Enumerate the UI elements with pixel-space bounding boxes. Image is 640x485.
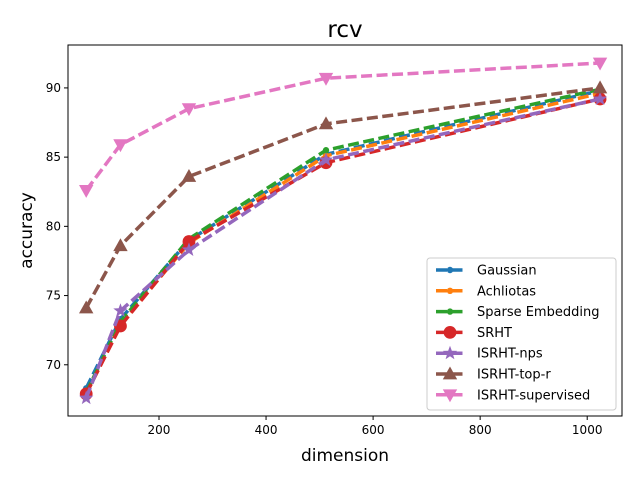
legend-entry-sparse-embedding: Sparse Embedding <box>436 305 599 320</box>
legend-entry-isrht-top-r: ISRHT-top-r <box>436 366 551 383</box>
legend-label-gaussian: Gaussian <box>477 264 537 279</box>
y-tick-label: 70 <box>46 358 61 372</box>
data-point-srht <box>182 235 196 248</box>
series-isrht-nps <box>79 91 608 405</box>
x-tick-label: 1000 <box>572 423 603 437</box>
legend: Gaussian Achliotas Sparse Embedding SRHT ISR… <box>426 257 617 411</box>
data-point-isrht-supervised <box>113 139 128 153</box>
legend-label-achliotas: Achliotas <box>477 284 536 299</box>
data-point-isrht-supervised <box>318 72 334 86</box>
y-axis-label: accuracy <box>17 192 37 269</box>
data-point-isrht-nps <box>113 303 128 317</box>
plot-lines <box>78 57 608 405</box>
y-tick-label: 75 <box>46 289 61 303</box>
data-point-sparse-embedding <box>322 147 330 154</box>
plot-frame <box>67 44 623 417</box>
legend-entry-isrht-nps: ISRHT-nps <box>436 345 543 362</box>
series-isrht-top-r <box>78 80 608 314</box>
legend-marker-isrht-supervised <box>442 389 458 403</box>
data-point-isrht-top-r <box>318 116 334 130</box>
data-point-isrht-top-r <box>181 169 197 182</box>
legend-box <box>426 257 617 411</box>
x-tick-label: 200 <box>148 423 171 437</box>
legend-marker-isrht-top-r <box>442 366 458 380</box>
chart-title: rcv <box>327 17 362 43</box>
data-point-isrht-nps <box>592 91 608 106</box>
data-point-isrht-top-r <box>592 80 608 94</box>
legend-marker-sparse-embedding <box>446 308 454 315</box>
legend-label-srht: SRHT <box>477 326 512 341</box>
y-tick-label: 80 <box>46 219 61 233</box>
legend-label-sparse-embedding: Sparse Embedding <box>477 305 599 320</box>
legend-entry-gaussian: Gaussian <box>436 264 537 279</box>
series-line-isrht-top-r <box>84 86 601 309</box>
data-point-isrht-supervised <box>592 57 608 71</box>
y-axis: 70 75 80 85 90 <box>46 81 68 372</box>
y-tick-label: 90 <box>46 81 61 95</box>
legend-entry-isrht-supervised: ISRHT-supervised <box>436 388 590 403</box>
legend-label-isrht-top-r: ISRHT-top-r <box>477 368 551 383</box>
legend-marker-isrht-nps <box>442 345 458 360</box>
data-point-isrht-nps <box>181 242 197 256</box>
series-line-isrht-nps <box>84 97 601 399</box>
x-tick-label: 600 <box>362 423 385 437</box>
series-line-srht <box>84 97 601 395</box>
x-tick-label: 800 <box>469 423 492 437</box>
legend-marker-gaussian <box>446 266 454 274</box>
legend-marker-achliotas <box>446 287 454 294</box>
x-tick-label: 400 <box>255 423 278 437</box>
data-point-isrht-nps <box>318 152 334 166</box>
series-isrht-supervised <box>78 57 608 198</box>
legend-entry-achliotas: Achliotas <box>436 284 536 299</box>
y-tick-label: 85 <box>46 150 61 164</box>
legend-label-isrht-nps: ISRHT-nps <box>477 347 543 362</box>
x-axis-label: dimension <box>301 446 389 466</box>
data-point-isrht-top-r <box>78 300 94 314</box>
data-point-isrht-top-r <box>113 238 128 252</box>
x-axis: 200 400 600 800 1000 <box>148 416 603 437</box>
legend-marker-srht <box>443 326 457 339</box>
legend-entry-srht: SRHT <box>436 326 512 341</box>
data-point-isrht-nps <box>79 390 94 405</box>
data-point-isrht-supervised <box>181 103 197 117</box>
data-point-isrht-supervised <box>78 184 94 198</box>
legend-label-isrht-supervised: ISRHT-supervised <box>477 388 590 403</box>
